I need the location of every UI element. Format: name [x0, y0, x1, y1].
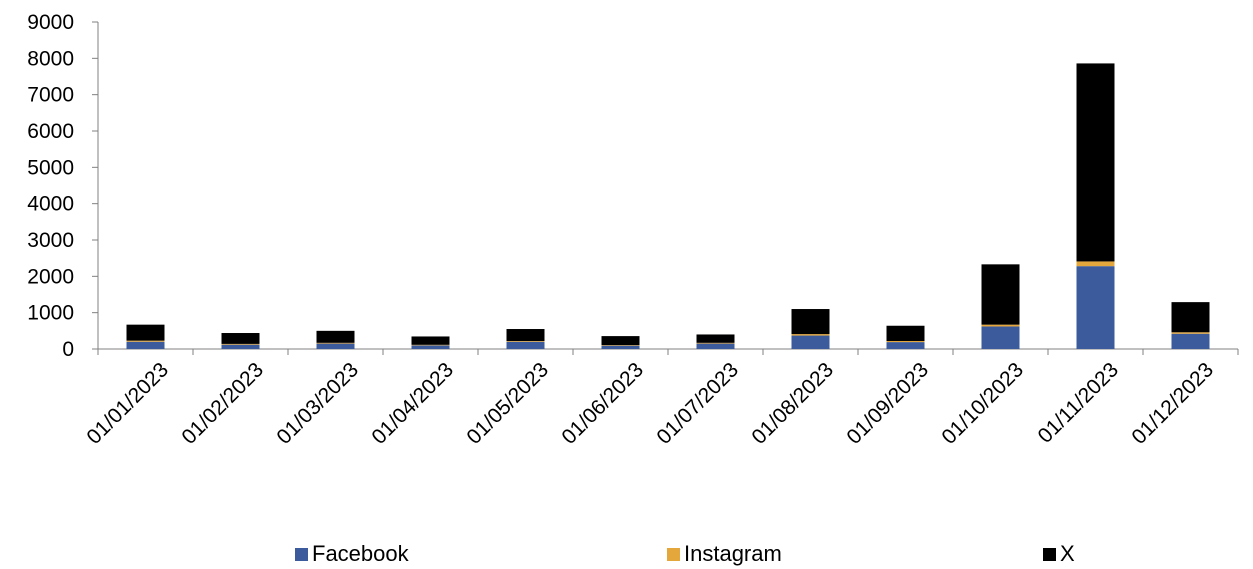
bar-facebook-segment [981, 326, 1020, 349]
bar-facebook-segment [506, 341, 545, 349]
bar-facebook-segment [316, 343, 355, 349]
bars [126, 63, 1210, 349]
bar-x-segment [886, 325, 925, 342]
y-tick-label: 7000 [27, 84, 74, 107]
y-tick-label: 2000 [27, 265, 74, 288]
x-tick-label: 01/11/2023 [1034, 358, 1123, 447]
bar-facebook-segment [126, 341, 165, 349]
y-tick-label: 1000 [27, 302, 74, 325]
bar-facebook-segment [1171, 333, 1210, 349]
stacked-bar-chart: 0 1000 2000 3000 4000 5000 6000 7000 8000 9000 01… [27, 11, 1239, 449]
legend-swatch-instagram [667, 547, 680, 561]
bar-x-segment [601, 336, 640, 346]
bar-x-segment [221, 333, 260, 344]
y-tick-label: 0 [62, 338, 74, 361]
x-tick-label: 01/05/2023 [462, 358, 553, 449]
bar-x-segment [316, 330, 355, 343]
x-tick-label: 01/06/2023 [557, 358, 648, 449]
bar-instagram-segment [981, 324, 1020, 327]
bar-facebook-segment [696, 343, 735, 349]
legend: Facebook Instagram X [0, 541, 1253, 569]
legend-item-instagram: Instagram [667, 541, 782, 567]
bar-facebook-segment [411, 345, 450, 349]
bar-facebook-segment [1076, 266, 1115, 349]
bar-x-segment [981, 264, 1020, 325]
x-tick-label: 01/01/2023 [82, 358, 173, 449]
bar-facebook-segment [886, 342, 925, 349]
legend-item-facebook: Facebook [295, 541, 409, 567]
bar-x-segment [791, 309, 830, 335]
x-tick-label: 01/12/2023 [1127, 358, 1218, 449]
y-tick-label: 3000 [27, 229, 74, 252]
bar-instagram-segment [411, 344, 450, 346]
legend-label-x: X [1060, 541, 1075, 566]
x-tick-label: 01/07/2023 [652, 358, 743, 449]
legend-swatch-facebook [295, 547, 308, 561]
bar-instagram-segment [601, 345, 640, 346]
bar-facebook-segment [221, 344, 260, 349]
legend-label-instagram: Instagram [684, 541, 782, 566]
bar-instagram-segment [506, 341, 545, 342]
bar-facebook-segment [601, 345, 640, 349]
x-tick-label: 01/08/2023 [747, 358, 838, 449]
bar-instagram-segment [1171, 332, 1210, 334]
y-tick-label: 4000 [27, 193, 74, 216]
bar-x-segment [1076, 63, 1115, 262]
x-tick-label: 01/09/2023 [842, 358, 933, 449]
bar-instagram-segment [1076, 261, 1115, 267]
bar-x-segment [696, 334, 735, 343]
bar-x-segment [411, 336, 450, 345]
y-axis: 0 1000 2000 3000 4000 5000 6000 7000 8000 9000 [27, 11, 99, 361]
bar-x-segment [1171, 302, 1210, 333]
bar-instagram-segment [316, 342, 355, 344]
x-tick-label: 01/10/2023 [937, 358, 1028, 449]
bar-instagram-segment [696, 342, 735, 344]
x-tick-label: 01/02/2023 [177, 358, 268, 449]
legend-swatch-x [1043, 547, 1056, 561]
legend-label-facebook: Facebook [312, 541, 409, 566]
x-tick-label: 01/04/2023 [367, 358, 458, 449]
bar-instagram-segment [126, 340, 165, 342]
y-tick-label: 6000 [27, 120, 74, 143]
y-tick-label: 5000 [27, 156, 74, 179]
x-tick-label: 01/03/2023 [272, 358, 363, 449]
y-tick-label: 9000 [27, 11, 74, 34]
bar-x-segment [506, 329, 545, 342]
x-axis: 01/01/2023 01/02/2023 01/03/2023 01/04/2023… [82, 348, 1239, 449]
bar-instagram-segment [886, 341, 925, 343]
bar-facebook-segment [791, 335, 830, 349]
y-tick-label: 8000 [27, 47, 74, 70]
legend-item-x: X [1043, 541, 1075, 567]
bar-instagram-segment [791, 334, 830, 336]
bar-x-segment [126, 324, 165, 341]
bar-instagram-segment [221, 343, 260, 345]
